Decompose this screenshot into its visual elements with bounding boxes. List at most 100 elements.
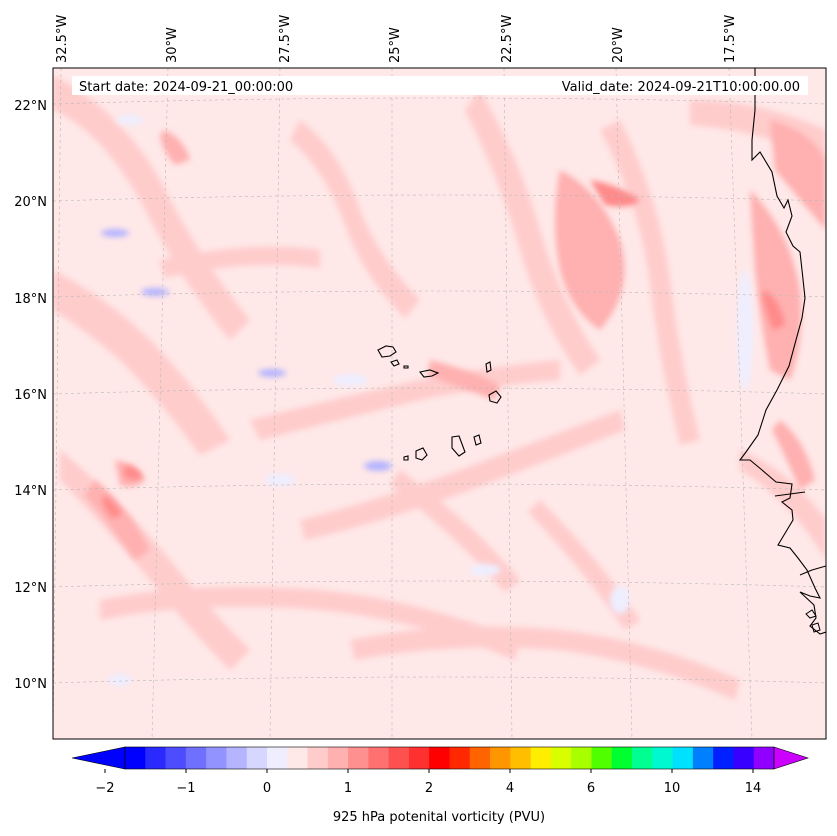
colorbar-segment (125, 747, 146, 769)
colorbar-tick-label-5: 4 (506, 781, 514, 796)
island-sal (485, 361, 492, 373)
colorbar-segment (165, 747, 187, 769)
colorbar-segment (226, 747, 248, 769)
island-sao-vicente (390, 359, 400, 367)
colorbar-segment (591, 747, 613, 769)
colorbar-segment (429, 747, 450, 769)
lon-label-20: 20°W (611, 27, 626, 63)
colorbar-segment (652, 747, 674, 769)
colorbar-segments (125, 747, 775, 769)
header-box (72, 76, 808, 95)
lat-label-14: 14°N (14, 484, 47, 499)
lat-label-16: 16°N (14, 388, 47, 403)
lon-label-17-5: 17.5°W (723, 15, 738, 63)
colorbar-segment (408, 747, 430, 769)
bissagos-islands (805, 609, 821, 633)
gridline-lat-10 (53, 676, 826, 684)
latitude-labels: 22°N 20°N 18°N 16°N 14°N 12°N 10°N (14, 99, 47, 692)
lon-label-30: 30°W (165, 27, 180, 63)
graticule (53, 68, 826, 739)
lon-label-22-5: 22.5°W (500, 15, 515, 63)
colorbar-segment (368, 747, 390, 769)
lat-label-20: 20°N (14, 195, 47, 210)
island-brava (403, 455, 409, 461)
geba-coast (799, 565, 826, 576)
colorbar-ticks (104, 769, 754, 773)
colorbar-segment (469, 747, 491, 769)
island-santiago (451, 435, 466, 457)
colorbar-segment (510, 747, 532, 769)
gridline-lon-30 (151, 68, 169, 739)
colorbar-segment (733, 747, 755, 769)
colorbar-segment (550, 747, 572, 769)
colorbar-segment (206, 747, 227, 769)
lon-label-25: 25°W (388, 27, 403, 63)
gridline-lat-16 (53, 387, 826, 395)
colorbar-segment (246, 747, 268, 769)
cape-verde-islands (377, 345, 502, 461)
colorbar-tick-label-8: 14 (745, 781, 762, 796)
start-date-text: Start date: 2024-09-21_00:00:00 (79, 80, 293, 95)
colorbar-segment (753, 747, 775, 769)
colorbar-segment (185, 747, 207, 769)
colorbar-tick-label-4: 2 (425, 781, 433, 796)
vorticity-field-medium (85, 120, 826, 560)
colorbar-segment (348, 747, 369, 769)
colorbar-segment (611, 747, 633, 769)
longitude-labels: 32.5°W 30°W 27.5°W 25°W 22.5°W 20°W 17.5… (55, 15, 738, 63)
gridline-lat-18 (53, 290, 826, 298)
island-fogo (415, 447, 428, 461)
colorbar-tick-label-3: 1 (344, 781, 352, 796)
colorbar-segment (307, 747, 329, 769)
colorbar-segment (449, 747, 471, 769)
gridline-lat-22 (53, 97, 826, 105)
gridline-lon-20 (615, 68, 633, 739)
map-frame (52, 67, 827, 740)
colorbar-tick-label-7: 10 (664, 781, 681, 796)
colorbar-segment (713, 747, 734, 769)
colorbar-segment (632, 747, 653, 769)
colorbar-under-arrow (71, 746, 126, 770)
valid-date-text: Valid_date: 2024-09-21T10:00:00.00 (562, 80, 800, 95)
lat-label-12: 12°N (14, 581, 47, 596)
colorbar-segment (287, 747, 309, 769)
colorbar-segment (145, 747, 167, 769)
lon-label-32-5: 32.5°W (55, 15, 70, 63)
colorbar-segment (490, 747, 511, 769)
gridline-lat-20 (53, 194, 826, 202)
island-sao-nicolau (419, 369, 440, 378)
colorbar-over-arrow (773, 746, 809, 770)
lat-label-22: 22°N (14, 99, 47, 114)
colorbar-tick-label-0: −2 (95, 781, 114, 796)
colorbar-tick-label-6: 6 (587, 781, 595, 796)
gridline-lon-32-5 (53, 68, 62, 739)
gridline-lat-12 (53, 580, 826, 588)
map-panel (53, 68, 826, 739)
gridline-lon-27-5 (269, 68, 281, 739)
gridline-lon-22-5 (503, 68, 513, 739)
colorbar-segment (266, 747, 288, 769)
gridline-lat-14 (53, 483, 826, 491)
island-boa-vista (488, 390, 502, 404)
island-maio (473, 434, 482, 446)
lat-label-18: 18°N (14, 292, 47, 307)
colorbar-segment (692, 747, 714, 769)
gambia-river (774, 491, 806, 497)
colorbar-outline (124, 746, 775, 770)
lon-label-27-5: 27.5°W (278, 15, 293, 63)
gridline-lon-17-5 (728, 68, 753, 739)
colorbar-segment (672, 747, 694, 769)
colorbar-tick-label-2: 0 (263, 781, 271, 796)
colorbar-segment (388, 747, 410, 769)
colorbar-segment (327, 747, 349, 769)
lat-label-10: 10°N (14, 677, 47, 692)
west-africa-coastline (738, 68, 826, 635)
island-santo-antao (377, 345, 397, 358)
colorbar: −2 −1 0 1 2 4 6 10 14 925 hPa potenital … (71, 746, 809, 825)
colorbar-tick-labels: −2 −1 0 1 2 4 6 10 14 (95, 781, 761, 796)
colorbar-label: 925 hPa potenital vorticity (PVU) (333, 810, 545, 825)
vorticity-field-negative (101, 115, 753, 686)
colorbar-segment (571, 747, 592, 769)
vorticity-field-strong (102, 180, 785, 518)
